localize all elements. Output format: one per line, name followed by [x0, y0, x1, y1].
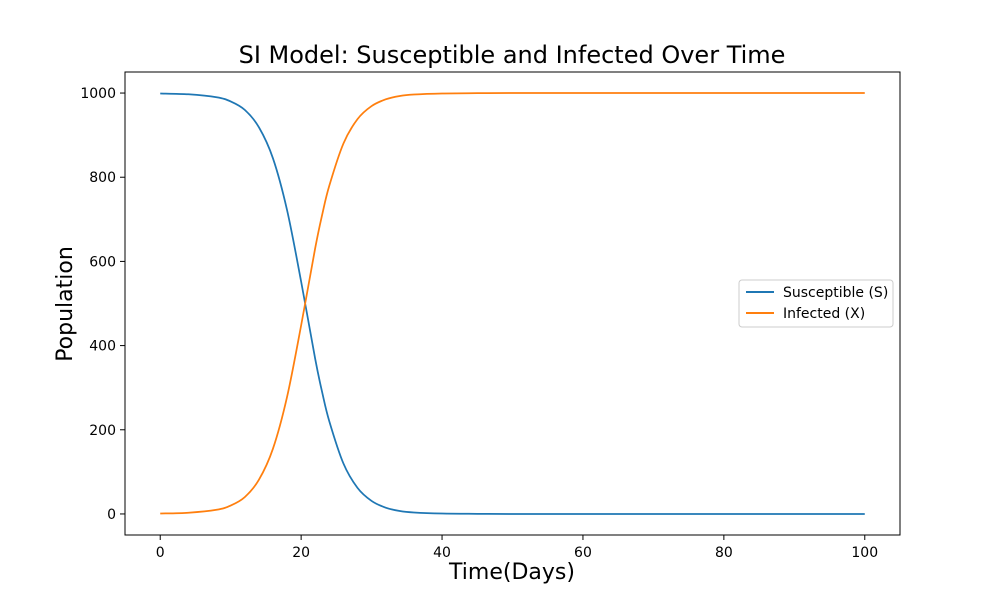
series-line-infected-x [160, 92, 865, 515]
chart-title: SI Model: Susceptible and Infected Over … [239, 41, 786, 69]
x-tick-label: 100 [851, 545, 878, 561]
y-tick-label: 200 [89, 423, 116, 439]
x-tick-label: 80 [715, 545, 733, 561]
x-tick-label: 60 [574, 545, 592, 561]
x-tick-label: 20 [292, 545, 310, 561]
x-axis-ticks: 0 20 40 60 80 100 [156, 535, 878, 561]
series-line-susceptible-s [160, 92, 865, 515]
y-tick-label: 800 [89, 170, 116, 186]
y-tick-label: 1000 [80, 86, 116, 102]
plot-frame [124, 71, 901, 536]
x-tick-label: 40 [433, 545, 451, 561]
y-tick-label: 400 [89, 339, 116, 355]
series-lines [160, 92, 865, 515]
x-tick-label: 0 [156, 545, 165, 561]
legend-label-infected-x: Infected (X) [783, 306, 865, 322]
legend-box [738, 279, 894, 328]
legend: Susceptible (S) Infected (X) [738, 279, 894, 328]
y-axis-label: Population [53, 246, 78, 362]
y-axis-ticks: 0 200 400 600 800 1000 [80, 86, 125, 523]
legend-label-susceptible-s: Susceptible (S) [783, 285, 888, 301]
y-tick-label: 600 [89, 254, 116, 270]
x-axis-label: Time(Days) [448, 560, 575, 585]
y-tick-label: 0 [107, 507, 116, 523]
